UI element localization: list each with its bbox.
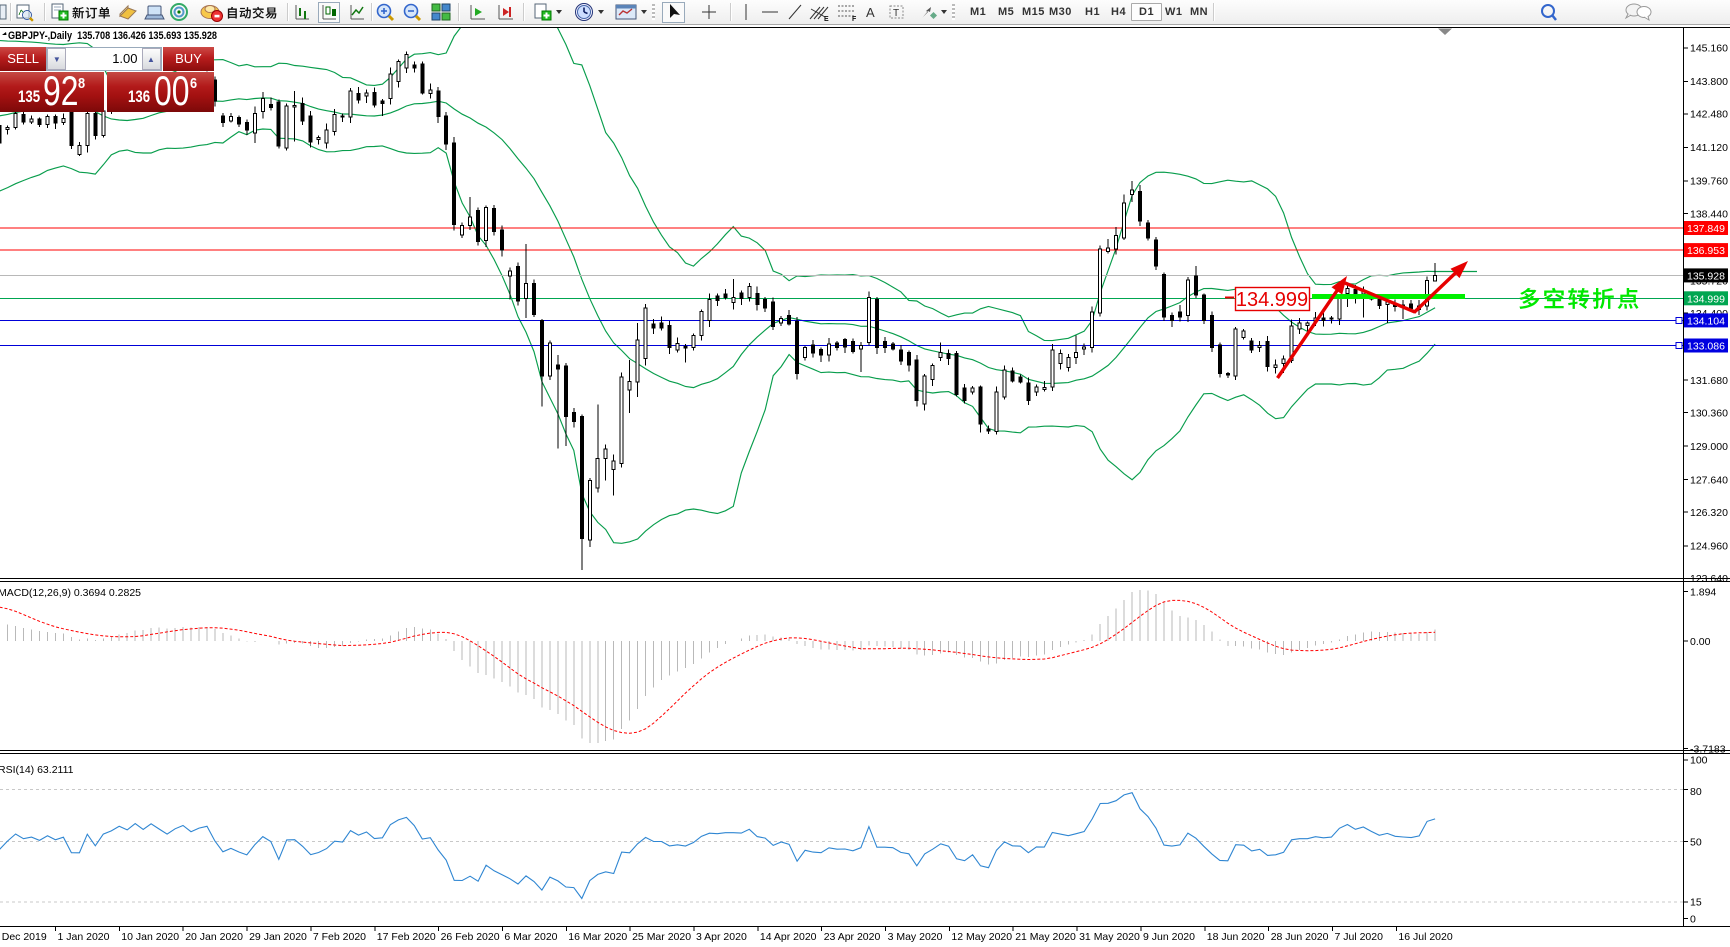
svg-text:145.160: 145.160 bbox=[1690, 43, 1728, 55]
svg-text:1.894: 1.894 bbox=[1690, 586, 1716, 598]
svg-text:31 May 2020: 31 May 2020 bbox=[1079, 931, 1140, 943]
svg-text:3 May 2020: 3 May 2020 bbox=[888, 931, 943, 943]
svg-text:137.849: 137.849 bbox=[1687, 223, 1725, 235]
svg-text:18 Jun 2020: 18 Jun 2020 bbox=[1207, 931, 1265, 943]
svg-text:-3.7183: -3.7183 bbox=[1690, 743, 1726, 755]
svg-text:138.440: 138.440 bbox=[1690, 208, 1728, 220]
svg-text:MACD(12,26,9) 0.3694 0.2825: MACD(12,26,9) 0.3694 0.2825 bbox=[0, 587, 141, 599]
svg-text:6 Mar 2020: 6 Mar 2020 bbox=[504, 931, 557, 943]
svg-text:134.999: 134.999 bbox=[1236, 289, 1308, 311]
svg-text:133.086: 133.086 bbox=[1687, 341, 1725, 353]
svg-text:139.760: 139.760 bbox=[1690, 176, 1728, 188]
svg-text:7 Jul 2020: 7 Jul 2020 bbox=[1335, 931, 1384, 943]
svg-text:3 Apr 2020: 3 Apr 2020 bbox=[696, 931, 747, 943]
svg-text:20 Jan 2020: 20 Jan 2020 bbox=[185, 931, 243, 943]
svg-text:A: A bbox=[866, 5, 875, 20]
svg-text:F: F bbox=[852, 16, 857, 23]
svg-text:4 Dec 2019: 4 Dec 2019 bbox=[0, 931, 47, 943]
svg-text:134.999: 134.999 bbox=[1687, 293, 1725, 305]
svg-text:50: 50 bbox=[1690, 836, 1702, 848]
svg-text:1 Jan 2020: 1 Jan 2020 bbox=[58, 931, 110, 943]
svg-text:143.800: 143.800 bbox=[1690, 76, 1728, 88]
svg-text:16 Jul 2020: 16 Jul 2020 bbox=[1398, 931, 1452, 943]
svg-text:25 Mar 2020: 25 Mar 2020 bbox=[632, 931, 691, 943]
svg-text:12 May 2020: 12 May 2020 bbox=[951, 931, 1012, 943]
svg-text:14 Apr 2020: 14 Apr 2020 bbox=[760, 931, 817, 943]
svg-text:136.953: 136.953 bbox=[1687, 245, 1725, 257]
svg-text:E: E bbox=[824, 16, 829, 23]
svg-text:135.928: 135.928 bbox=[1687, 270, 1725, 282]
svg-text:10 Jan 2020: 10 Jan 2020 bbox=[121, 931, 179, 943]
svg-text:RSI(14) 63.2111: RSI(14) 63.2111 bbox=[0, 764, 74, 776]
svg-text:124.960: 124.960 bbox=[1690, 541, 1728, 553]
svg-text:127.640: 127.640 bbox=[1690, 475, 1728, 487]
svg-text:17 Feb 2020: 17 Feb 2020 bbox=[377, 931, 436, 943]
svg-text:134.104: 134.104 bbox=[1687, 315, 1725, 327]
svg-text:GBPJPY-,Daily 135.708 136.426: GBPJPY-,Daily 135.708 136.426 135.693 13… bbox=[8, 30, 217, 42]
svg-text:29 Jan 2020: 29 Jan 2020 bbox=[249, 931, 307, 943]
svg-text:T: T bbox=[893, 8, 899, 19]
svg-text:15: 15 bbox=[1690, 897, 1702, 909]
svg-text:26 Feb 2020: 26 Feb 2020 bbox=[441, 931, 500, 943]
svg-text:7 Feb 2020: 7 Feb 2020 bbox=[313, 931, 366, 943]
svg-text:0: 0 bbox=[1690, 913, 1696, 925]
svg-text:142.480: 142.480 bbox=[1690, 109, 1728, 121]
svg-text:23 Apr 2020: 23 Apr 2020 bbox=[824, 931, 881, 943]
svg-text:100: 100 bbox=[1690, 755, 1708, 767]
svg-text:28 Jun 2020: 28 Jun 2020 bbox=[1271, 931, 1329, 943]
svg-text:123.640: 123.640 bbox=[1690, 573, 1728, 585]
svg-text:130.360: 130.360 bbox=[1690, 408, 1728, 420]
svg-text:131.680: 131.680 bbox=[1690, 375, 1728, 387]
svg-text:16 Mar 2020: 16 Mar 2020 bbox=[568, 931, 627, 943]
svg-text:0.00: 0.00 bbox=[1690, 636, 1711, 648]
svg-text:126.320: 126.320 bbox=[1690, 507, 1728, 519]
svg-text:141.120: 141.120 bbox=[1690, 142, 1728, 154]
svg-text:21 May 2020: 21 May 2020 bbox=[1015, 931, 1076, 943]
svg-text:129.000: 129.000 bbox=[1690, 441, 1728, 453]
svg-text:80: 80 bbox=[1690, 786, 1702, 798]
svg-text:9 Jun 2020: 9 Jun 2020 bbox=[1143, 931, 1195, 943]
